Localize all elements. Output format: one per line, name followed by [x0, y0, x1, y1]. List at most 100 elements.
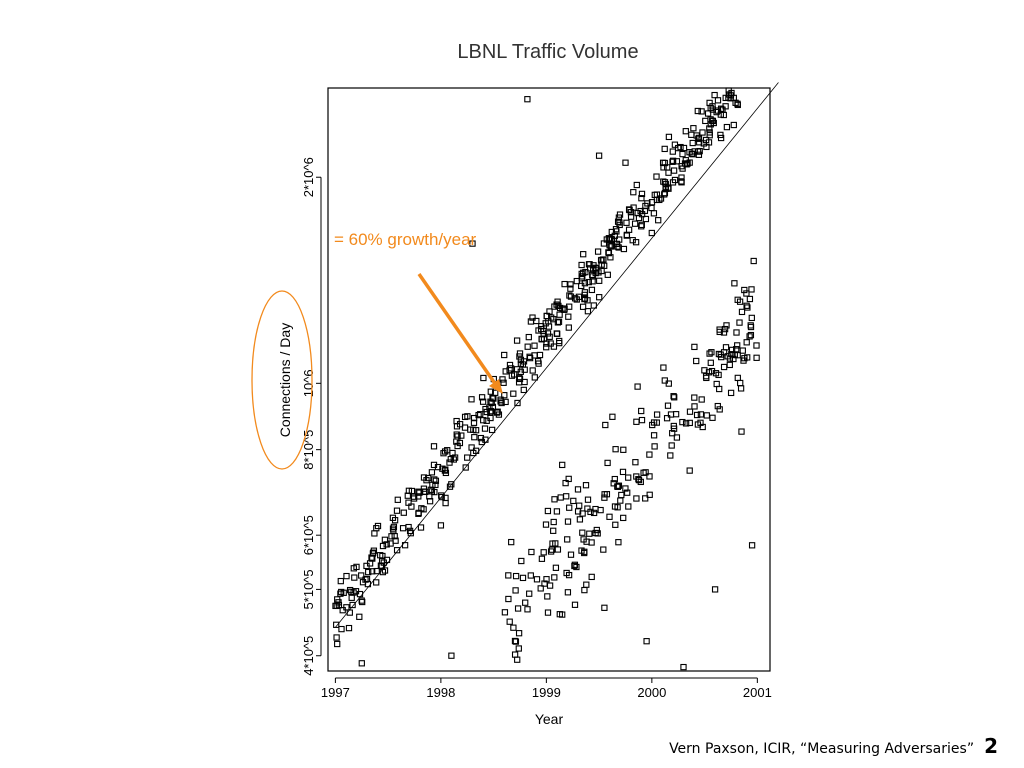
data-point [630, 204, 637, 211]
data-point [611, 503, 619, 510]
data-point [739, 347, 746, 354]
data-point [547, 548, 555, 555]
data-point [653, 196, 661, 204]
data-point [553, 330, 560, 337]
data-point [529, 314, 536, 321]
data-point [697, 411, 705, 418]
data-point [706, 129, 713, 136]
data-point [664, 402, 672, 409]
data-point [334, 640, 341, 648]
data-point [554, 298, 561, 305]
data-point [660, 164, 667, 171]
data-point [669, 157, 677, 164]
data-point [582, 268, 589, 276]
data-point [665, 133, 673, 141]
data-point [579, 303, 587, 310]
data-point [725, 87, 732, 94]
y-tick-label: 8*10^5 [301, 430, 316, 470]
data-point [580, 251, 587, 258]
data-point [638, 190, 646, 198]
data-point [579, 529, 586, 536]
data-point [736, 319, 743, 326]
data-point [449, 449, 456, 457]
data-point [461, 413, 469, 421]
data-point [688, 131, 695, 138]
data-point [571, 601, 579, 608]
page-number: 2 [984, 734, 998, 758]
data-point [551, 496, 558, 503]
data-point [744, 304, 751, 311]
data-point [559, 461, 566, 469]
data-point [370, 547, 378, 554]
data-point [528, 548, 535, 556]
data-point [730, 121, 737, 129]
data-point [516, 350, 524, 357]
data-point [356, 590, 364, 598]
data-point [601, 262, 608, 269]
data-point [691, 343, 698, 351]
data-point [743, 290, 750, 297]
data-point [675, 144, 682, 152]
data-point [625, 226, 633, 233]
data-point [615, 539, 622, 546]
data-point [691, 394, 698, 401]
data-point [606, 513, 613, 520]
data-point [728, 346, 736, 354]
x-axis: 1997 1998 1999 2000 2001 [321, 677, 772, 700]
footer-credit: Vern Paxson, ICIR, “Measuring Adversarie… [669, 741, 975, 757]
data-point [583, 581, 590, 588]
data-point [611, 475, 618, 483]
data-point [706, 350, 713, 357]
data-point [670, 167, 678, 174]
data-point [394, 496, 401, 503]
data-point [481, 425, 489, 432]
y-tick-label: 2*10^6 [301, 157, 316, 197]
data-point [672, 411, 680, 418]
data-point [588, 286, 596, 294]
data-point [524, 96, 531, 103]
data-point [618, 491, 625, 499]
data-point [373, 579, 380, 586]
y-axis: 4*10^5 5*10^5 6*10^5 8*10^5 10^6 2*10^6 [301, 157, 322, 676]
data-point [629, 237, 636, 244]
data-point [614, 218, 622, 225]
data-point [660, 178, 667, 185]
data-point [571, 561, 579, 568]
data-point [446, 459, 453, 466]
data-point [353, 563, 360, 571]
data-point [554, 319, 562, 326]
data-point [716, 385, 723, 393]
data-point [442, 466, 449, 473]
data-point [702, 117, 709, 125]
data-point [625, 474, 632, 481]
data-point [490, 395, 497, 402]
data-point [640, 469, 647, 476]
data-point [536, 351, 544, 359]
data-point [399, 525, 407, 532]
data-point [544, 330, 552, 337]
data-point [722, 94, 729, 102]
data-point [622, 159, 629, 166]
data-point [581, 586, 588, 594]
data-point [686, 467, 693, 474]
data-point [556, 339, 563, 347]
data-point [734, 101, 741, 109]
data-point [550, 527, 557, 534]
y-label-highlight-ellipse [251, 290, 313, 470]
data-point [638, 223, 645, 230]
data-point [626, 206, 633, 213]
data-point [653, 411, 661, 418]
data-point [594, 248, 602, 255]
data-point [430, 443, 438, 450]
data-point [554, 546, 562, 553]
data-point [499, 376, 506, 383]
data-point [698, 108, 705, 115]
data-point [679, 165, 686, 172]
data-point [723, 123, 731, 131]
data-point [690, 125, 697, 132]
data-point [607, 254, 614, 261]
data-point [586, 530, 593, 537]
data-point [695, 134, 703, 142]
data-point [389, 525, 397, 532]
